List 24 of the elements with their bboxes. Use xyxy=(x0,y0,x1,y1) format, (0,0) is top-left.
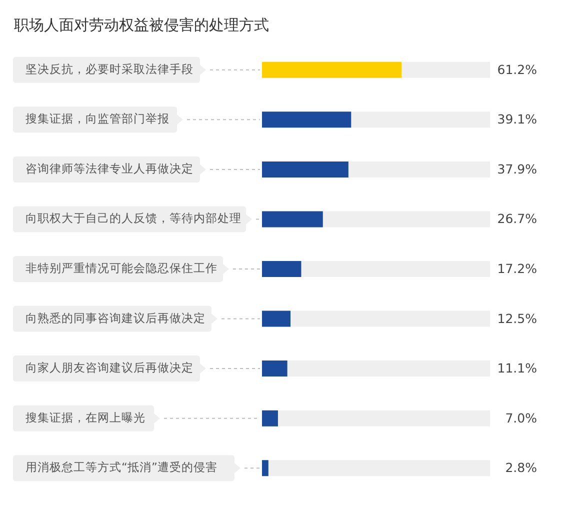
data-label: 2.8% xyxy=(505,460,538,476)
y-tick-label: 坚决反抗，必要时采取法律手段 xyxy=(26,62,194,76)
y-tick-label: 咨询律师等法律专业人再做决定 xyxy=(26,161,194,176)
data-label: 17.2% xyxy=(497,261,538,276)
data-label: 7.0% xyxy=(505,410,538,426)
data-label: 12.5% xyxy=(497,310,538,326)
y-tick-label: 搜集证据，向监管部门举报 xyxy=(26,112,170,126)
y-tick-label: 向职权大于自己的人反馈，等待内部处理 xyxy=(26,211,242,226)
data-label: 11.1% xyxy=(497,360,538,376)
y-tick-label: 用消极怠工等方式“抵消”遭受的侵害 xyxy=(26,460,218,474)
data-label: 26.7% xyxy=(497,211,538,226)
bar xyxy=(262,310,290,327)
text: 职场人面对劳动权益被侵害的处理方式 xyxy=(14,16,269,34)
y-tick-label: 向熟悉的同事咨询建议后再做决定 xyxy=(26,310,206,325)
data-label: 39.1% xyxy=(497,112,538,127)
y-tick-label: 搜集证据，在网上曝光 xyxy=(26,410,146,424)
data-label: 37.9% xyxy=(497,161,538,176)
bar xyxy=(262,360,288,377)
bar xyxy=(262,410,278,426)
bar xyxy=(262,460,268,476)
y-tick-label: 非特别严重情况可能会隐忍保住工作 xyxy=(26,261,218,275)
bar xyxy=(262,261,302,277)
y-tick-label: 向家人朋友咨询建议后再做决定 xyxy=(26,360,194,375)
data-label: 61.2% xyxy=(497,62,538,77)
